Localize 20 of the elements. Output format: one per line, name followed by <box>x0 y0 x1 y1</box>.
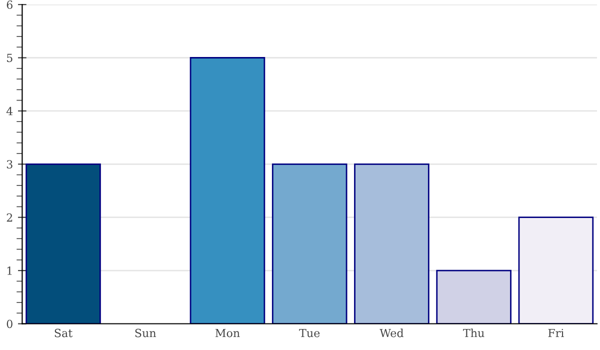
bar <box>436 270 512 324</box>
y-tick-label: 4 <box>6 106 13 116</box>
bar <box>190 57 266 324</box>
y-tick-label: 6 <box>6 0 12 9</box>
x-tick-label: Wed <box>380 328 404 338</box>
x-tick-label: Sun <box>135 328 156 338</box>
y-tick-label: 2 <box>6 213 12 222</box>
bar <box>26 163 101 324</box>
y-tick-label: 5 <box>7 54 12 62</box>
x-tick-label: Thu <box>463 328 484 338</box>
x-tick-label: Sat <box>54 328 73 338</box>
bar <box>272 163 348 324</box>
x-tick-label: Fri <box>548 328 564 338</box>
bar <box>518 216 594 324</box>
bar <box>354 163 430 324</box>
x-tick-label: Mon <box>215 328 240 338</box>
y-tick-label: 0 <box>6 320 12 328</box>
x-tick-label: Tue <box>299 328 320 338</box>
y-tick-label: 1 <box>7 266 12 275</box>
y-tick-label: 3 <box>6 160 12 169</box>
